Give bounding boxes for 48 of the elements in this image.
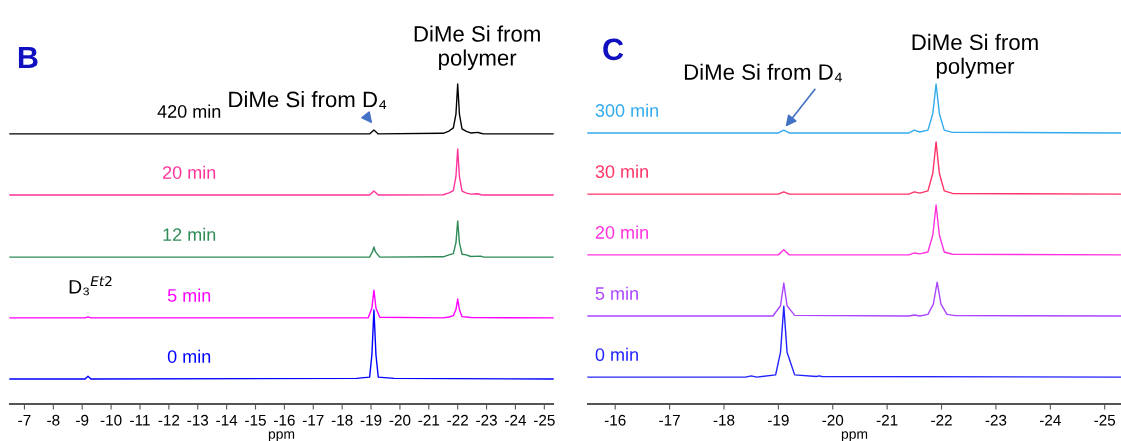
- x-tick-label: -8: [47, 414, 60, 426]
- chart-title: C: [603, 38, 624, 61]
- x-tick-label: -16: [604, 414, 626, 426]
- x-tick-label: -25: [533, 414, 555, 426]
- series-label: 20 min: [163, 165, 216, 179]
- x-tick-label: -18: [713, 414, 735, 426]
- x-tick-label: -21: [876, 414, 898, 426]
- x-tick-label: -21: [418, 414, 440, 426]
- series-label: 12 min: [163, 227, 216, 241]
- x-tick-label: -17: [302, 414, 324, 426]
- x-tick-label: -22: [931, 414, 952, 426]
- series-label: 0 min: [167, 349, 211, 363]
- series-label: 420 min: [157, 104, 221, 118]
- x-tick-label: -20: [822, 414, 844, 426]
- annotation: DiMe Si from D₄: [229, 91, 387, 109]
- x-tick-label: -13: [187, 414, 209, 426]
- annotation: DiMe Si from D₄: [684, 63, 842, 82]
- x-tick-label: -16: [274, 414, 295, 426]
- chart-title: B: [18, 46, 38, 68]
- x-tick-label: -19: [768, 414, 789, 426]
- series-label: 5 min: [167, 288, 211, 302]
- annotation: DiMe Si from polymer: [414, 25, 540, 71]
- x-tick-label: -15: [245, 414, 266, 426]
- x-tick-label: -9: [76, 414, 89, 426]
- x-tick-label: -10: [100, 414, 122, 426]
- series-label: 0 min: [595, 347, 638, 362]
- x-tick-label: -24: [505, 414, 527, 426]
- x-tick-label: -14: [216, 414, 238, 426]
- x-tick-label: -22: [447, 414, 468, 426]
- x-tick-label: -17: [659, 414, 680, 426]
- series-label: 20 min: [595, 225, 648, 239]
- series-label: 300 min: [595, 103, 658, 117]
- x-tick-label: -19: [360, 414, 382, 426]
- x-tick-label: -23: [985, 414, 1007, 426]
- x-tick-label: -20: [389, 414, 411, 426]
- series-label: 30 min: [595, 164, 648, 179]
- x-tick-label: -23: [476, 414, 497, 426]
- annotation: D₃$^{Et2}$: [69, 276, 112, 296]
- x-axis-title: ppm: [841, 431, 868, 441]
- x-tick-label: -25: [1094, 414, 1116, 426]
- x-axis-title: ppm: [268, 431, 295, 441]
- annotation: DiMe Si from polymer: [912, 33, 1038, 79]
- x-tick-label: -18: [331, 414, 353, 426]
- series-label: 5 min: [595, 286, 638, 300]
- x-tick-label: -11: [130, 414, 150, 426]
- x-tick-label: -12: [158, 414, 180, 426]
- x-tick-label: -7: [18, 414, 31, 426]
- x-tick-label: -24: [1039, 414, 1061, 426]
